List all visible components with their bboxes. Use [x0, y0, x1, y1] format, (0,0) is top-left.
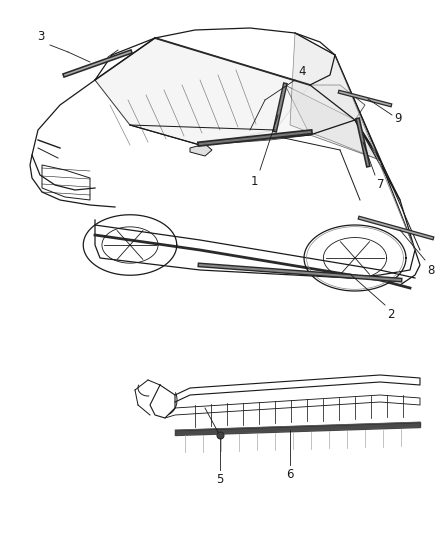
Polygon shape	[190, 144, 212, 156]
Text: 7: 7	[377, 178, 385, 191]
Polygon shape	[285, 85, 380, 160]
Text: 4: 4	[298, 65, 305, 78]
Polygon shape	[95, 38, 310, 145]
Text: 2: 2	[387, 308, 395, 321]
Text: 8: 8	[427, 264, 434, 277]
Polygon shape	[290, 33, 380, 160]
Text: 6: 6	[286, 468, 294, 481]
Text: 5: 5	[216, 473, 224, 486]
Text: 9: 9	[394, 111, 402, 125]
Polygon shape	[95, 38, 365, 145]
Text: 1: 1	[251, 175, 258, 188]
Text: 3: 3	[38, 30, 45, 43]
